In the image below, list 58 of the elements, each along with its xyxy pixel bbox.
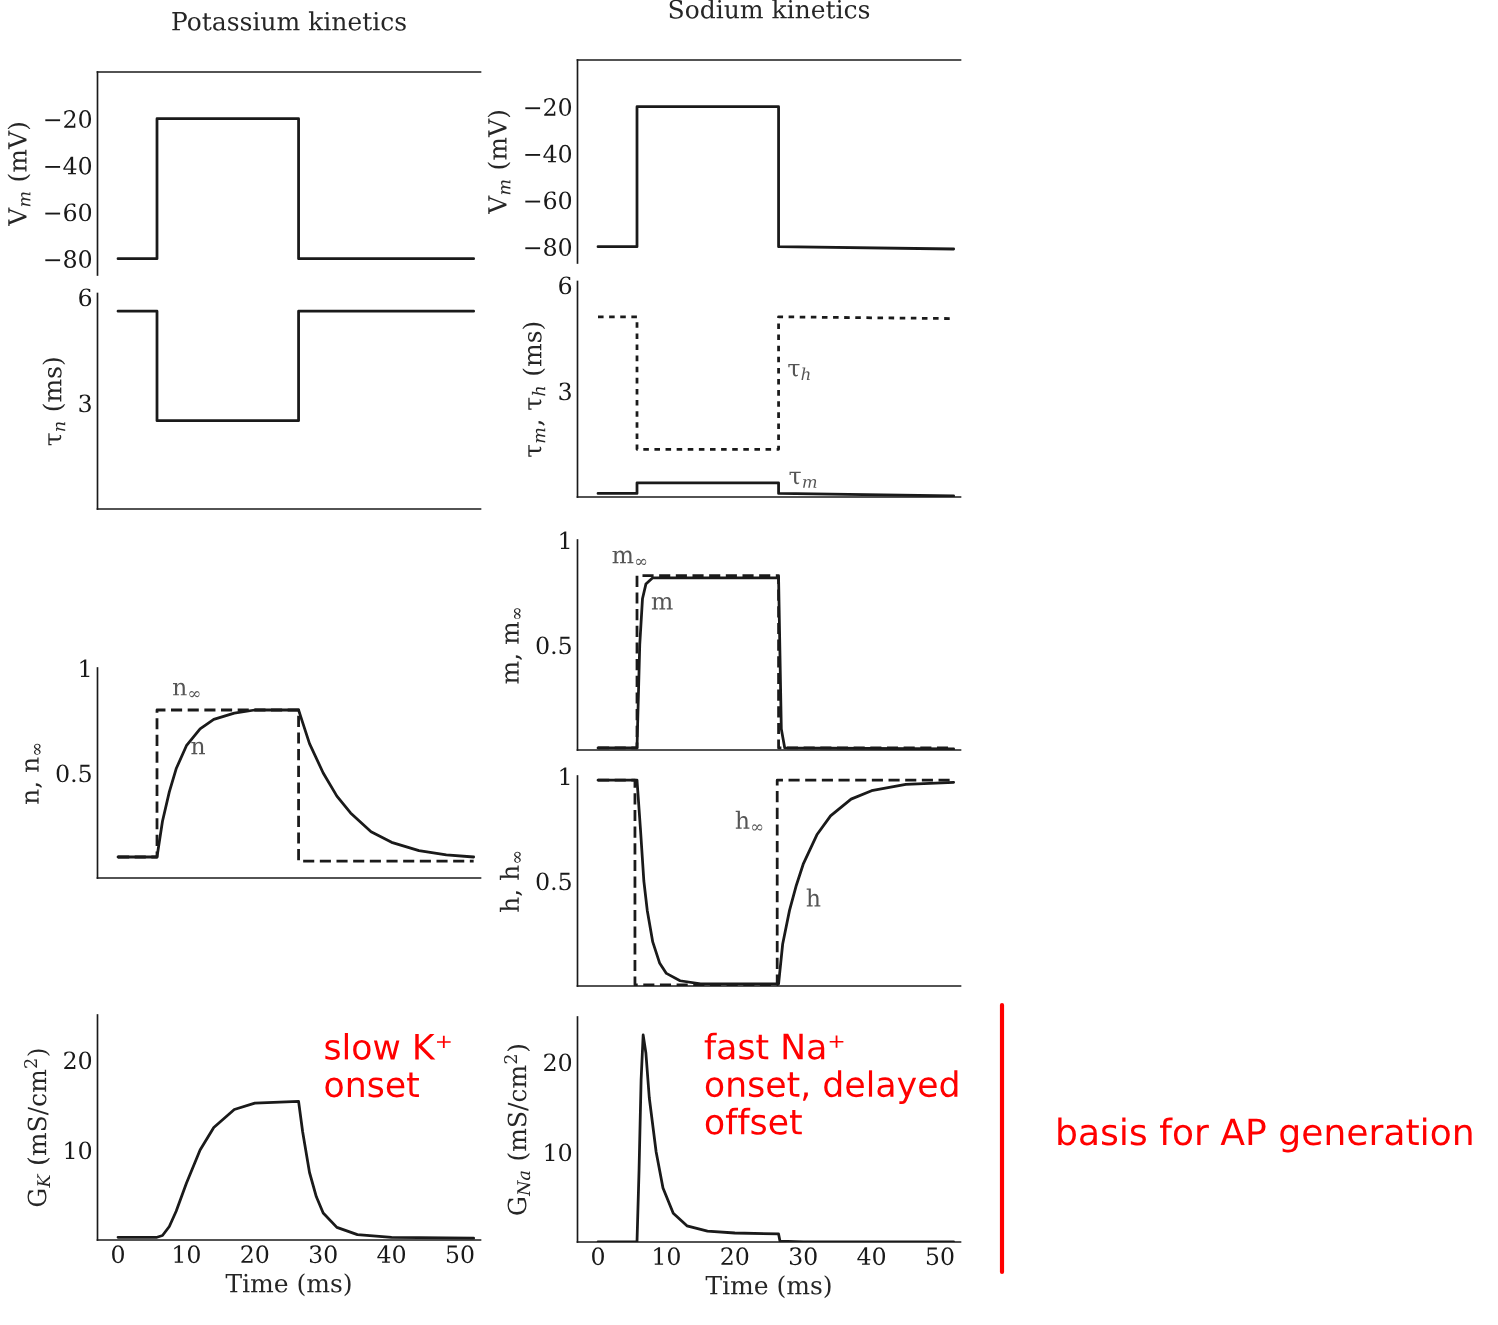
annotation: h$_{∞}$ xyxy=(735,810,763,831)
y-axis-title: τ$_{n}$ (ms) xyxy=(42,358,66,446)
x-tick-label: 50 xyxy=(446,1245,474,1264)
x-tick-label: 10 xyxy=(654,1247,680,1266)
annotation: m$_{∞}$ xyxy=(612,550,647,566)
y-tick-label: 3 xyxy=(79,394,91,413)
y-axis-title: G$_{K}$ (mS/cm$^{2}$) xyxy=(24,1049,50,1207)
x-tick-label: 50 xyxy=(926,1247,954,1266)
y-tick-label: 0.5 xyxy=(536,636,571,655)
y-axis-title: G$_{Na}$ (mS/cm$^{2}$) xyxy=(504,1045,531,1215)
chart-title: Sodium kinetics xyxy=(669,0,870,19)
y-tick-label: −20 xyxy=(45,110,92,128)
y-tick-label: 0.5 xyxy=(56,764,91,783)
y-tick-label: 20 xyxy=(544,1053,572,1072)
y-tick-label: 3 xyxy=(559,382,571,401)
x-tick-label: 0 xyxy=(592,1247,604,1266)
y-tick-label: 10 xyxy=(65,1141,92,1160)
y-axis-title: m, m$_{∞}$ xyxy=(505,608,523,684)
y-tick-label: −80 xyxy=(45,250,92,268)
y-tick-label: 1 xyxy=(560,767,570,785)
annotation: τ$_{m}$ xyxy=(789,471,817,488)
x-tick-label: 30 xyxy=(789,1247,817,1266)
annotation: fast Na⁺ onset, delayed offset xyxy=(704,1032,958,1135)
chart-title: Potassium kinetics xyxy=(172,11,406,31)
y-tick-label: −80 xyxy=(525,238,572,256)
y-tick-label: 6 xyxy=(79,288,92,307)
annotation: τ$_{h}$ xyxy=(788,364,810,381)
y-axis-title: V$_{m}$ (mV) xyxy=(487,111,511,215)
annotation: h xyxy=(806,888,821,907)
y-tick-label: 0.5 xyxy=(536,872,571,891)
y-axis-title: n, n$_{∞}$ xyxy=(25,743,43,804)
x-tick-label: 0 xyxy=(112,1245,124,1264)
y-tick-label: 1 xyxy=(560,531,570,549)
annotation: slow K⁺ onset xyxy=(325,1033,451,1098)
x-tick-label: 40 xyxy=(857,1247,886,1266)
x-tick-label: 20 xyxy=(241,1245,269,1264)
y-tick-label: 20 xyxy=(64,1051,92,1070)
y-tick-label: 10 xyxy=(545,1143,572,1162)
y-tick-label: −20 xyxy=(525,98,572,116)
text: basis for AP generation xyxy=(1058,1117,1472,1153)
y-axis-title: τ$_{m}$, τ$_{h}$ (ms) xyxy=(522,322,546,457)
y-tick-label: −40 xyxy=(525,144,572,163)
y-tick-label: −60 xyxy=(45,203,92,222)
y-tick-label: −40 xyxy=(45,156,92,175)
x-axis-title: Time (ms) xyxy=(705,1275,831,1299)
x-tick-label: 30 xyxy=(309,1245,337,1264)
y-tick-label: 6 xyxy=(559,276,572,295)
y-axis-title: V$_{m}$ (mV) xyxy=(7,123,31,227)
x-tick-label: 10 xyxy=(174,1245,200,1264)
annotation: m xyxy=(651,596,673,610)
x-tick-label: 20 xyxy=(721,1247,749,1266)
x-axis-title: Time (ms) xyxy=(225,1273,351,1297)
y-axis-title: h, h$_{∞}$ xyxy=(499,851,523,912)
x-tick-label: 40 xyxy=(377,1245,406,1264)
y-tick-label: 1 xyxy=(80,659,90,677)
annotation: n$_{∞}$ xyxy=(172,682,200,698)
y-tick-label: −60 xyxy=(525,191,572,210)
annotation: n xyxy=(191,741,205,755)
